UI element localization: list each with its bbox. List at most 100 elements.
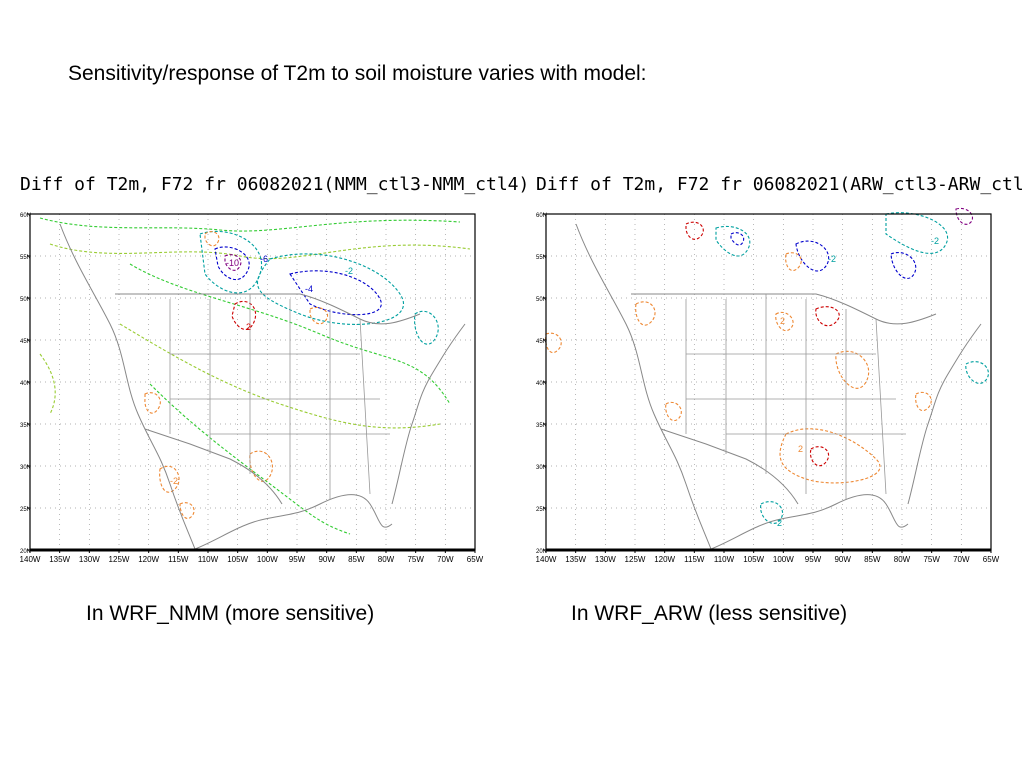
- contour-label: -2: [345, 266, 353, 276]
- lon-tick-label: 120W: [138, 555, 159, 564]
- grid-layer: [30, 214, 475, 550]
- map-frame: [545, 213, 992, 551]
- contour-label: 2: [798, 444, 803, 454]
- contour-cool-5: [149, 383, 351, 535]
- basemap-layer: [59, 223, 466, 550]
- contour-label-layer: -2 2 -2 2 -2: [774, 236, 939, 528]
- contour-label: -4: [305, 284, 313, 294]
- contour-warm-3: [144, 392, 161, 414]
- lon-tick-label: 95W: [805, 555, 822, 564]
- lat-tick-label: 45N: [536, 339, 547, 345]
- lon-tick-label: 125W: [625, 555, 646, 564]
- lon-tick-label: 90W: [834, 555, 851, 564]
- state-lines: [169, 294, 390, 499]
- lat-tick-label: 25N: [20, 507, 31, 513]
- contour-cold-5: [890, 252, 917, 280]
- lon-tick-label: 115W: [684, 555, 705, 564]
- map-panel-nmm: Diff of T2m, F72 fr 06082021(NMM_ctl3-NM…: [20, 172, 530, 572]
- contour-cold-6: [414, 311, 439, 345]
- lon-tick-label: 100W: [773, 555, 794, 564]
- contour-warm-2: [309, 306, 328, 325]
- lon-tick-label: 85W: [348, 555, 365, 564]
- lat-tick-label: 60N: [20, 213, 31, 219]
- lon-tick-label: 140W: [20, 555, 41, 564]
- lat-tick-label: 50N: [20, 297, 31, 303]
- us-canada-border: [631, 293, 937, 325]
- coastline-west: [59, 223, 196, 550]
- contour-cold-8: [965, 361, 989, 384]
- lat-tick-label: 45N: [20, 339, 31, 345]
- contour-cool-6: [39, 353, 56, 415]
- lon-tick-label: 110W: [198, 555, 219, 564]
- contour-warm-8: [915, 391, 932, 412]
- lon-tick-label: 90W: [318, 555, 335, 564]
- contour-label: -2: [828, 254, 836, 264]
- contour-label: -2: [931, 236, 939, 246]
- contour-warm-strong-2: [815, 306, 840, 327]
- lon-tick-label: 85W: [864, 555, 881, 564]
- contour-warm-4: [835, 350, 870, 389]
- lat-tick-label: 55N: [20, 255, 31, 261]
- lat-tick-label: 20N: [536, 549, 547, 555]
- contour-warm-1: [204, 231, 220, 247]
- us-mexico-border: [660, 428, 799, 505]
- map-title-nmm: Diff of T2m, F72 fr 06082021(NMM_ctl3-NM…: [20, 174, 530, 195]
- caption-nmm: In WRF_NMM (more sensitive): [86, 602, 375, 625]
- lat-tick-label: 30N: [20, 465, 31, 471]
- map-nmm: -10 -6 -4 -2 2 -2 60N 55N 50N 45N 40N 35N 30N 2…: [20, 213, 484, 564]
- lat-tick-label: 40N: [20, 381, 31, 387]
- contour-cold-4: [256, 253, 404, 325]
- basemap-layer: [575, 223, 982, 550]
- lon-tick-label: 65W: [983, 555, 1000, 564]
- contour-layer: [39, 217, 471, 535]
- map-arw: -2 2 -2 2 -2 60N 55N 50N 45N 40N 35N 30N 25N 20N…: [536, 207, 1000, 564]
- contour-label: -2: [170, 476, 178, 486]
- contour-cold-3: [795, 240, 830, 272]
- contour-warm-strong-1: [231, 300, 256, 330]
- lon-tick-label: 80W: [894, 555, 911, 564]
- lat-tick-label: 20N: [20, 549, 31, 555]
- lon-tick-label: 110W: [714, 555, 735, 564]
- lon-tick-label: 100W: [257, 555, 278, 564]
- contour-cold-1: [715, 226, 751, 257]
- contour-layer: [545, 207, 989, 524]
- contour-warm-4: [159, 465, 180, 493]
- lon-tick-label: 70W: [437, 555, 454, 564]
- contour-warm-5: [249, 450, 273, 482]
- contour-warm-7: [545, 332, 562, 354]
- contour-cool-1: [39, 217, 461, 232]
- lon-tick-label: 140W: [536, 555, 557, 564]
- contour-cool-2: [49, 243, 471, 260]
- slide-title: Sensitivity/response of T2m to soil mois…: [68, 62, 647, 85]
- contour-cool-3: [129, 263, 451, 405]
- contour-label-layer: -10 -6 -4 -2 2 -2: [170, 254, 353, 486]
- map-title-arw: Diff of T2m, F72 fr 06082021(ARW_ctl3-AR…: [536, 174, 1024, 195]
- caption-arw: In WRF_ARW (less sensitive): [571, 602, 848, 625]
- coastline-gulf: [194, 494, 393, 550]
- contour-warm-2: [635, 301, 656, 326]
- contour-label: 2: [246, 322, 251, 332]
- lat-tick-label: 25N: [536, 507, 547, 513]
- contour-warm-5: [779, 428, 881, 484]
- contour-cold-4: [885, 212, 949, 254]
- lon-tick-label: 95W: [289, 555, 306, 564]
- contour-label: 2: [780, 316, 785, 326]
- lon-tick-label: 115W: [168, 555, 189, 564]
- lon-tick-label: 105W: [227, 555, 248, 564]
- coastline-east: [907, 323, 982, 505]
- lon-tick-label: 130W: [79, 555, 100, 564]
- us-canada-border: [115, 293, 421, 325]
- contour-label: -10: [226, 258, 239, 268]
- contour-cold-2: [214, 246, 250, 281]
- contour-cold-7: [760, 501, 784, 524]
- lon-tick-label: 75W: [923, 555, 940, 564]
- contour-warm-3: [775, 311, 794, 332]
- lon-tick-label: 70W: [953, 555, 970, 564]
- lat-tick-label: 35N: [20, 423, 31, 429]
- contour-warm-strong-1: [685, 221, 704, 240]
- lon-tick-label: 125W: [109, 555, 130, 564]
- lat-tick-label: 55N: [536, 255, 547, 261]
- map-frame: [29, 213, 476, 551]
- lon-tick-label: 105W: [743, 555, 764, 564]
